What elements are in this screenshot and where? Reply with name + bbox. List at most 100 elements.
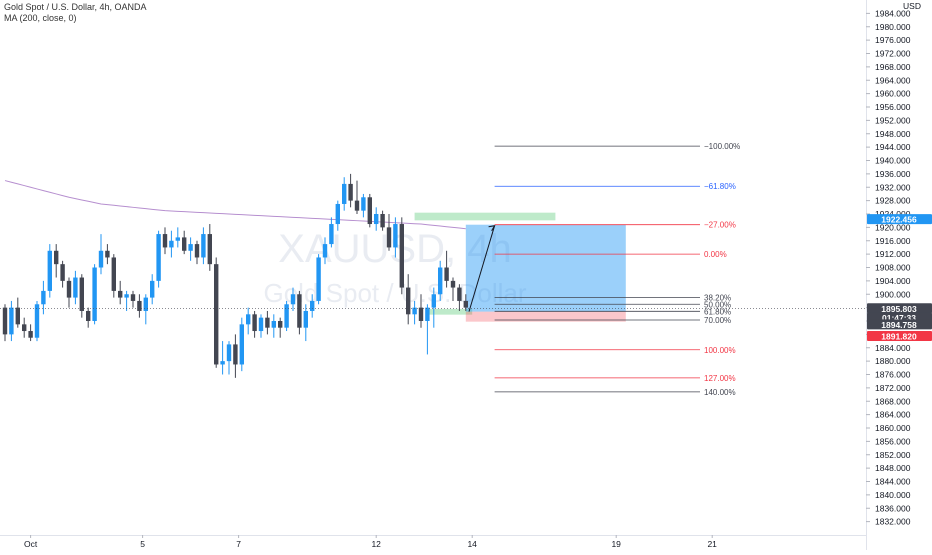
candle-body [118, 290, 123, 298]
candle-body [367, 197, 372, 225]
candle-body [290, 294, 296, 305]
candle-body [15, 307, 20, 325]
price-label: 1894.758 [881, 320, 917, 330]
candle-body [150, 280, 155, 298]
price-tick-label: 1904.000 [875, 276, 911, 286]
candle-body [265, 317, 270, 328]
candle-body [207, 234, 212, 265]
candle-body [188, 244, 193, 251]
candle-body [124, 294, 129, 298]
instrument-title[interactable]: Gold Spot / U.S. Dollar, 4h, OANDA [4, 2, 147, 12]
candle-body [246, 314, 251, 325]
candle-body [194, 244, 200, 258]
candle-body [342, 183, 347, 204]
price-tick-label: 1968.000 [875, 62, 911, 72]
long-position-tool[interactable] [465, 224, 626, 322]
candle-body [175, 237, 180, 241]
price-tick-label: 1844.000 [875, 477, 911, 487]
candle-body [252, 314, 257, 332]
price-tick-label: 1924.000 [875, 209, 911, 219]
price-label-bg[interactable] [867, 331, 932, 342]
position-target-area[interactable] [465, 224, 626, 312]
candle-body [111, 257, 116, 291]
candle-body [2, 307, 8, 335]
price-tick-label: 1876.000 [875, 370, 911, 380]
fib-level-label: 38.20% [704, 294, 731, 303]
candle-body [284, 304, 289, 328]
candle-body [374, 214, 379, 225]
price-label-bg[interactable] [867, 303, 932, 314]
candle-body [431, 294, 436, 308]
price-tick-label: 1944.000 [875, 142, 911, 152]
price-tick-label: 1940.000 [875, 156, 911, 166]
candle-body [169, 240, 174, 248]
time-axis[interactable]: Oct 5 7 12 14 19 21 [0, 535, 866, 549]
time-tick-label: 7 [236, 539, 241, 549]
price-tick-label: 1984.000 [875, 8, 911, 18]
price-tick-label: 1864.000 [875, 410, 911, 420]
watermark-name: Gold Spot / U.S. Dollar [264, 278, 527, 308]
candle-body [73, 277, 78, 298]
candle-body [214, 264, 219, 365]
candle-body [41, 290, 46, 305]
price-label-bg[interactable] [867, 214, 932, 225]
fib-level-label: −27.00% [704, 221, 736, 230]
fib-level-label: 100.00% [704, 346, 736, 355]
fib-level-label: 61.80% [704, 307, 731, 316]
time-tick-label: 21 [707, 539, 717, 549]
position-arrow-head [488, 225, 496, 231]
indicator-title[interactable]: MA (200, close, 0) [4, 13, 77, 23]
candle-body [406, 287, 411, 315]
price-label-bg[interactable] [867, 319, 932, 330]
price-axis[interactable]: 1832.000 1836.000 1840.000 1844.000 1848.000… [866, 0, 932, 550]
price-label: 1922.456 [881, 215, 917, 225]
candle-body [310, 300, 315, 311]
zone-rect[interactable] [414, 212, 556, 221]
price-tick-label: 1900.000 [875, 289, 911, 299]
price-label: 1891.820 [881, 332, 917, 342]
price-tick-label: 1976.000 [875, 35, 911, 45]
candle-body [201, 234, 206, 258]
candle-body [60, 264, 65, 281]
time-tick-label: 19 [611, 539, 621, 549]
price-axis-bg[interactable] [866, 0, 932, 550]
candles [2, 173, 468, 378]
price-tick-label: 1972.000 [875, 49, 911, 59]
currency-label[interactable]: USD [903, 1, 921, 11]
fib-level-label: 140.00% [704, 388, 736, 397]
candle-body [399, 224, 404, 288]
fib-level-label: −61.80% [704, 182, 736, 191]
candle-body [278, 321, 283, 328]
candle-body [28, 331, 33, 338]
fibonacci-levels[interactable]: −100.00% −61.80% −27.00% 0.00% 38.20%50.00%6… [494, 142, 741, 397]
candle-body [156, 234, 161, 281]
price-tick-label: 1884.000 [875, 343, 911, 353]
candle-body [98, 250, 104, 268]
candle-body [386, 227, 392, 248]
zone-rect[interactable] [427, 308, 473, 315]
candle-body [66, 280, 72, 298]
fib-level-label: 0.00% [704, 250, 727, 259]
price-label: 01:47:33 [882, 313, 916, 323]
price-tick-label: 1928.000 [875, 196, 911, 206]
candle-body [220, 361, 225, 365]
candle-body [47, 250, 52, 291]
candle-body [182, 237, 187, 251]
time-tick-label: 12 [371, 539, 381, 549]
supply-demand-zones[interactable] [414, 212, 556, 315]
price-label: 1895.803 [881, 304, 917, 314]
candle-body [86, 310, 91, 321]
price-tick-label: 1840.000 [875, 490, 911, 500]
price-tick-label: 1936.000 [875, 169, 911, 179]
position-stop-area[interactable] [465, 311, 626, 322]
price-tick-label: 1872.000 [875, 383, 911, 393]
position-arrow [468, 225, 496, 312]
candle-body [239, 324, 244, 365]
price-tick-label: 1964.000 [875, 75, 911, 85]
candle-body [444, 267, 449, 281]
candle-body [412, 307, 417, 315]
candle-body [226, 344, 232, 362]
price-tick-label: 1952.000 [875, 115, 911, 125]
